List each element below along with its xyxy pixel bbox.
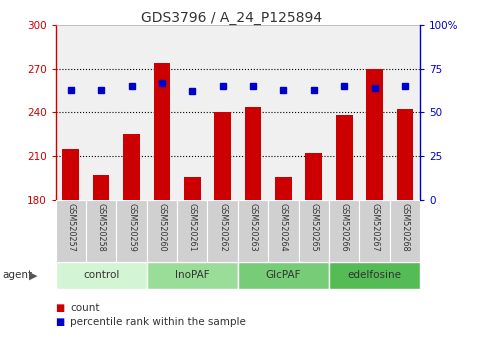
Bar [208, 200, 238, 262]
Text: GSM520264: GSM520264 [279, 203, 288, 252]
Bar [93, 175, 110, 200]
Bar [154, 63, 170, 200]
Text: GSM520259: GSM520259 [127, 203, 136, 252]
Bar [329, 200, 359, 262]
Bar [305, 153, 322, 200]
Bar [147, 200, 177, 262]
Text: ▶: ▶ [29, 270, 38, 280]
Text: GSM520262: GSM520262 [218, 203, 227, 252]
Text: InoPAF: InoPAF [175, 270, 210, 280]
Bar [238, 200, 268, 262]
Bar [275, 177, 292, 200]
Bar [56, 200, 86, 262]
Text: count: count [70, 303, 99, 313]
Bar [245, 107, 261, 200]
Bar [336, 115, 353, 200]
Text: ■: ■ [56, 317, 65, 327]
Text: GSM520257: GSM520257 [66, 203, 75, 252]
Text: percentile rank within the sample: percentile rank within the sample [70, 317, 246, 327]
Text: GSM520261: GSM520261 [188, 203, 197, 252]
Bar [390, 200, 420, 262]
Bar [86, 200, 116, 262]
Text: GSM520263: GSM520263 [249, 203, 257, 252]
Bar [147, 262, 238, 289]
Text: GSM520260: GSM520260 [157, 203, 167, 252]
Text: control: control [83, 270, 119, 280]
Bar [123, 134, 140, 200]
Bar [329, 262, 420, 289]
Bar [397, 109, 413, 200]
Text: GlcPAF: GlcPAF [266, 270, 301, 280]
Text: GSM520266: GSM520266 [340, 203, 349, 252]
Text: GDS3796 / A_24_P125894: GDS3796 / A_24_P125894 [142, 11, 323, 25]
Bar [268, 200, 298, 262]
Bar [184, 177, 200, 200]
Text: ■: ■ [56, 303, 65, 313]
Bar [62, 149, 79, 200]
Bar [238, 262, 329, 289]
Bar [56, 262, 147, 289]
Bar [366, 69, 383, 200]
Bar [214, 113, 231, 200]
Text: GSM520267: GSM520267 [370, 203, 379, 252]
Text: agent: agent [2, 270, 32, 280]
Text: edelfosine: edelfosine [348, 270, 402, 280]
Bar [298, 200, 329, 262]
Bar [116, 200, 147, 262]
Text: GSM520265: GSM520265 [309, 203, 318, 252]
Text: GSM520258: GSM520258 [97, 203, 106, 252]
Text: GSM520268: GSM520268 [400, 203, 410, 252]
Bar [359, 200, 390, 262]
Bar [177, 200, 208, 262]
